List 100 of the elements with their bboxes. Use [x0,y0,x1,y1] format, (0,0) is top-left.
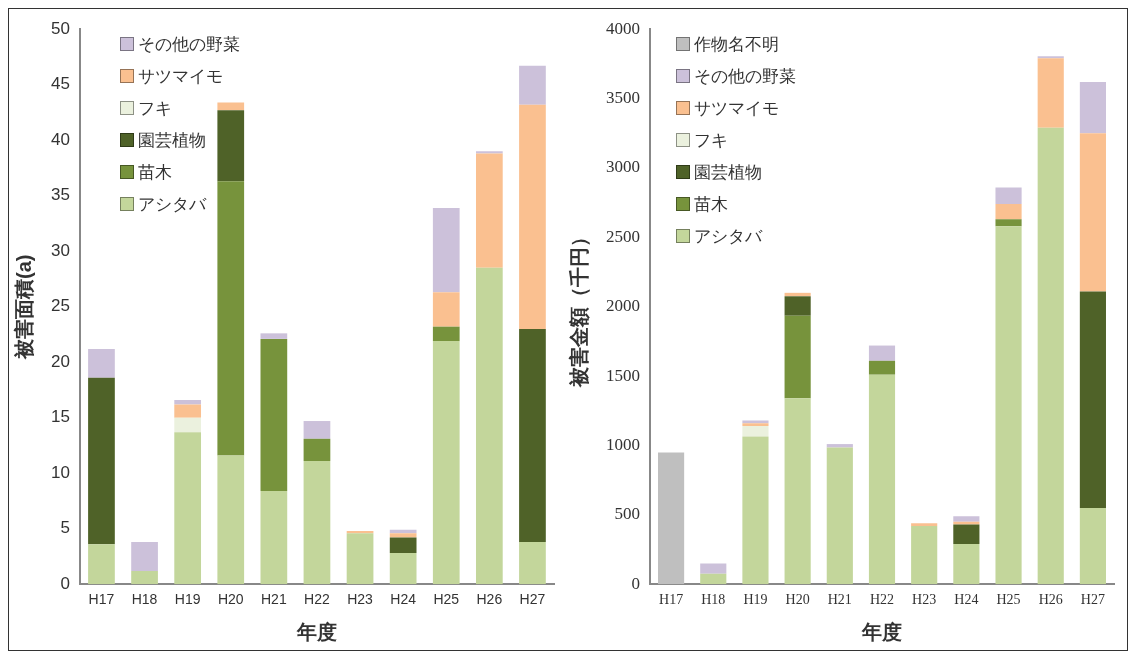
y-tick-label: 50 [50,18,70,38]
bar [784,398,811,585]
bar [911,523,938,526]
bar [174,417,202,433]
bar [1079,81,1106,134]
x-tick-label: H24 [954,592,979,608]
x-tick-label: H22 [869,592,895,608]
bar [868,374,896,585]
bar [432,326,460,342]
bar [519,328,546,543]
x-tick-label: H18 [701,592,726,608]
x-tick-label: H20 [785,592,810,608]
legend-label: サツマイモ [138,65,223,88]
y-tick-label: 1000 [606,434,640,454]
x-tick-label: H24 [390,591,417,608]
y-tick-label: 0 [60,573,70,593]
y-tick-label: 3500 [606,88,640,108]
bar [475,153,503,268]
bar [131,542,158,571]
bar [953,516,980,522]
x-tick-label: H26 [476,591,503,608]
bar [475,267,503,585]
x-tick-label: H19 [174,591,201,608]
y-tick-label: 2000 [606,296,640,316]
legend-label: 苗木 [138,161,172,184]
y-axis-title: 被害面積(a) [12,254,35,360]
bar [995,219,1022,227]
x-tick-label: H21 [827,592,852,608]
bar [217,102,245,111]
x-tick-label: H18 [131,591,158,608]
bar [519,65,546,105]
x-tick-label: H23 [912,592,937,608]
y-tick-label: 45 [50,74,70,94]
bar [260,333,288,339]
bar [389,553,417,585]
bar [432,341,460,585]
bar [995,226,1022,585]
bar [868,360,896,375]
x-tick-label: H23 [347,591,374,608]
x-tick-label: H21 [261,591,287,608]
bar [432,207,460,293]
bar [303,421,331,439]
bar [658,452,685,585]
x-tick-label: H22 [304,591,331,608]
bar [1079,133,1106,292]
y-tick-label: 5 [60,518,70,538]
bar [88,377,115,545]
bar [995,187,1022,205]
y-tick-label: 4000 [606,18,640,38]
bar [389,533,417,538]
bar [346,533,374,585]
bar [519,104,546,329]
legend-label: サツマイモ [694,97,779,120]
bar [700,573,727,585]
legend-label: アシタバ [694,225,762,248]
bar [303,438,331,461]
x-tick-label: H27 [519,591,546,608]
legend-label: 作物名不明 [694,33,779,56]
y-tick-label: 10 [50,462,70,482]
bar [953,543,980,585]
y-tick-label: 0 [631,573,640,593]
y-tick-label: 20 [50,351,70,371]
bar [217,455,245,585]
y-tick-label: 25 [50,296,70,316]
bar [1079,291,1106,508]
x-tick-label: H26 [1038,592,1063,608]
bar [742,426,769,437]
bar [260,490,288,585]
y-tick-label: 35 [50,185,70,205]
bar [519,542,546,585]
bar [217,110,245,182]
y-axis-title: 被害金額（千円） [567,226,590,388]
bar [1037,56,1064,59]
bar [260,338,288,491]
bar [174,404,202,418]
bar [911,525,938,585]
y-tick-label: 3000 [606,157,640,177]
legend-label: 園芸植物 [138,129,206,152]
bar [217,181,245,456]
bar [131,570,158,585]
bar [995,204,1022,220]
y-tick-label: 15 [50,407,70,427]
y-tick-label: 2500 [606,226,640,246]
bar [432,292,460,327]
legend-label: 園芸植物 [694,161,762,184]
bar [953,521,980,525]
legend-label: アシタバ [138,193,206,216]
bar [1037,127,1064,585]
bar [389,529,417,534]
bar [1037,58,1064,128]
bar [1079,507,1106,585]
bar [174,399,202,405]
legend-label: フキ [694,129,728,152]
bar [88,348,115,378]
bar [303,460,331,585]
bar [784,315,811,399]
x-axis-title: 年度 [295,620,337,643]
legend-label: フキ [138,97,172,120]
legend-label: その他の野菜 [694,65,796,88]
x-tick-label: H17 [659,592,684,608]
